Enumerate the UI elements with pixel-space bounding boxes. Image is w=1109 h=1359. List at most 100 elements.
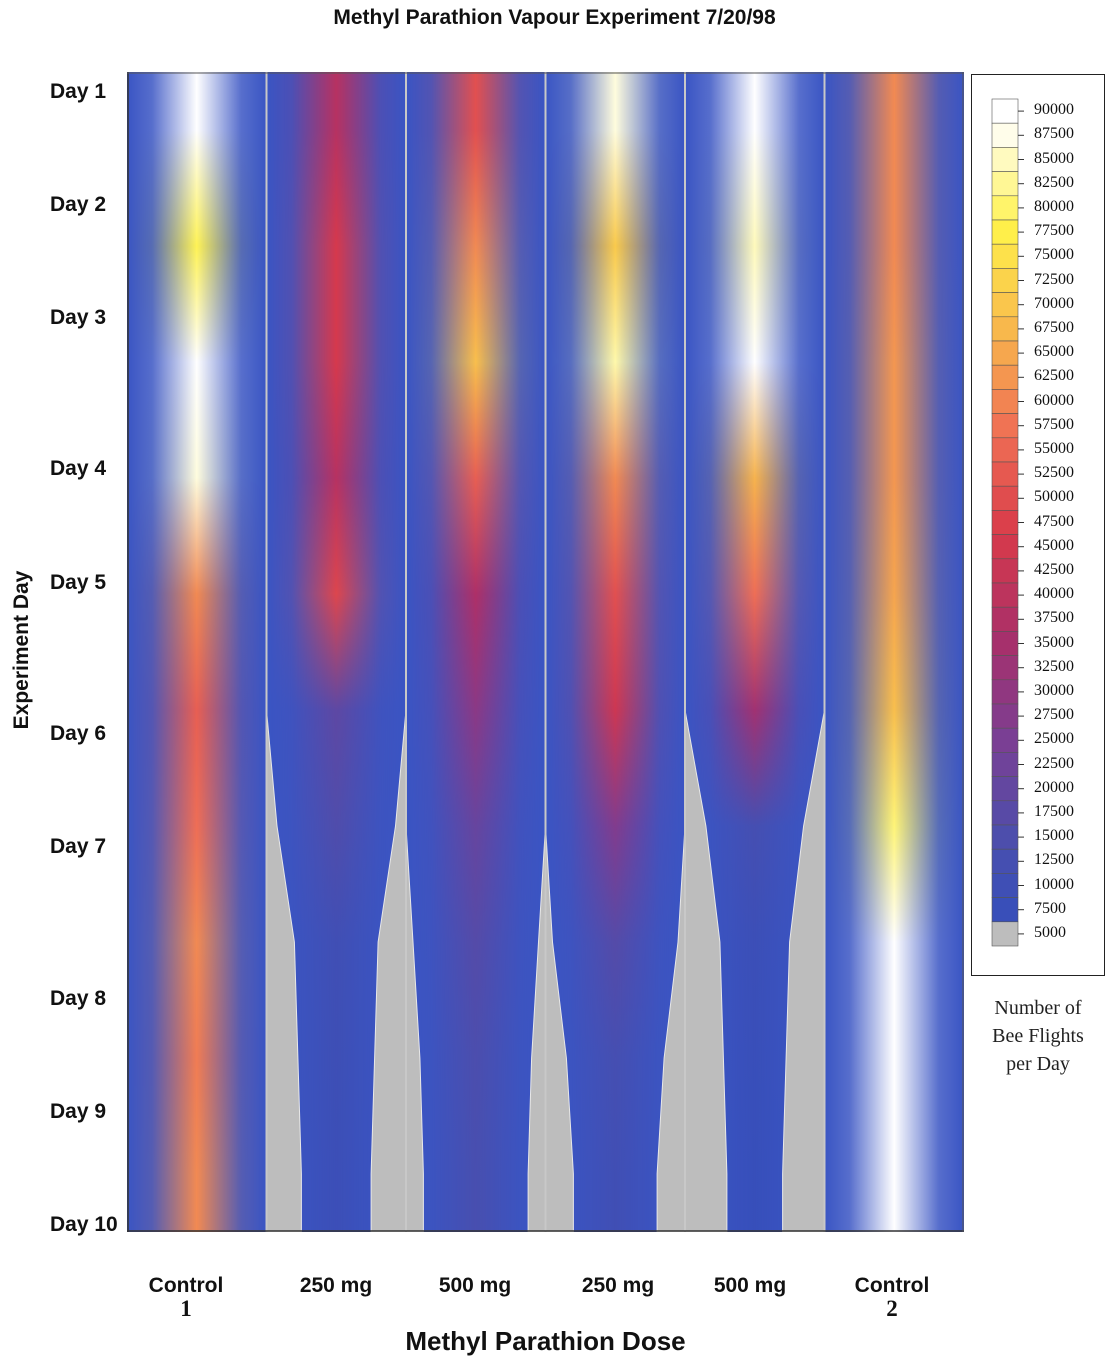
colorbar-swatch-10000 xyxy=(991,873,1019,898)
heatmap-cell-r2-c4 xyxy=(546,188,686,304)
heatmap-band-col-3 xyxy=(406,72,546,1232)
heatmap-cell-r3-c2 xyxy=(267,304,407,420)
colorbar-swatch-77500 xyxy=(991,219,1019,245)
heatmap-svg xyxy=(127,72,965,1233)
colorbar-swatch-27500 xyxy=(991,703,1019,729)
colorbar-swatch-75000 xyxy=(991,243,1019,269)
heatmap-cell-r6-c1 xyxy=(127,652,267,768)
colorbar-label: 30000 xyxy=(1034,681,1074,699)
heatmap-cell-r7-c1 xyxy=(127,768,267,884)
heatmap-cell-r4-c3 xyxy=(406,420,546,536)
heatmap-cell-r3-c3 xyxy=(406,304,546,420)
colorbar-swatch-32500 xyxy=(991,655,1019,681)
heatmap-cell-r1-c1 xyxy=(127,72,267,188)
heatmap-band-col-6 xyxy=(824,72,964,1232)
colorbar-label: 82500 xyxy=(1034,173,1074,191)
heatmap-cell-r3-c6 xyxy=(825,304,965,420)
heatmap-cell-r6-c6 xyxy=(825,652,965,768)
colorbar-swatch-90000 xyxy=(991,98,1019,124)
colorbar-swatch-67500 xyxy=(991,316,1019,342)
colorbar-swatch-52500 xyxy=(991,461,1019,487)
x-cat-sub: 1 xyxy=(180,1296,192,1321)
colorbar-swatch-62500 xyxy=(991,364,1019,390)
colorbar-label: 60000 xyxy=(1034,391,1074,409)
heatmap-cell-r2-c1 xyxy=(127,188,267,304)
colorbar-swatch-7500 xyxy=(991,897,1019,923)
heatmap-cell-r5-c1 xyxy=(127,536,267,652)
colorbar-label: 80000 xyxy=(1034,197,1074,215)
colorbar-swatch-40000 xyxy=(991,582,1019,608)
x-cat-label: Control xyxy=(854,1274,930,1297)
heatmap-cell-r1-c2 xyxy=(267,72,407,188)
colorbar-swatch-25000 xyxy=(991,727,1019,753)
y-tick-day-1: Day 1 xyxy=(50,80,107,103)
colorbar-label: 35000 xyxy=(1034,633,1074,651)
heatmap-cell-r8-c1 xyxy=(127,884,267,1000)
heatmap-cell-r10-c1 xyxy=(127,1116,267,1232)
heatmap-plot xyxy=(127,72,965,1233)
colorbar-title: Number of Bee Flights per Day xyxy=(971,994,1105,1078)
colorbar-label: 47500 xyxy=(1034,512,1074,530)
colorbar-swatch-72500 xyxy=(991,268,1019,293)
x-cat-control-2: Control 2 xyxy=(832,1274,952,1320)
colorbar-label: 85000 xyxy=(1034,149,1074,167)
heatmap-band-col-1 xyxy=(127,72,267,1232)
colorbar-legend xyxy=(971,74,1105,976)
heatmap-cell-r9-c3 xyxy=(406,1000,546,1116)
heatmap-cell-r4-c1 xyxy=(127,420,267,536)
heatmap-cell-r2-c2 xyxy=(267,188,407,304)
colorbar-label: 20000 xyxy=(1034,778,1074,796)
colorbar-label: 57500 xyxy=(1034,415,1074,433)
heatmap-cell-r1-c6 xyxy=(825,72,965,188)
colorbar-label: 25000 xyxy=(1034,730,1074,748)
colorbar-label: 22500 xyxy=(1034,754,1074,772)
y-tick-day-3: Day 3 xyxy=(50,306,107,329)
colorbar-label: 55000 xyxy=(1034,439,1074,457)
colorbar-swatch-82500 xyxy=(991,171,1019,197)
heatmap-cell-r7-c3 xyxy=(406,768,546,884)
colorbar-label: 40000 xyxy=(1034,585,1074,603)
colorbar-swatch-85000 xyxy=(991,147,1019,172)
colorbar-swatch-60000 xyxy=(991,389,1019,414)
colorbar-swatch-57500 xyxy=(991,413,1019,439)
colorbar-label: 67500 xyxy=(1034,318,1074,336)
y-axis-label: Experiment Day xyxy=(10,570,33,730)
colorbar-label: 17500 xyxy=(1034,802,1074,820)
heatmap-band-col-4 xyxy=(545,72,685,1232)
x-cat-label: 250 mg xyxy=(299,1274,373,1297)
colorbar-label: 62500 xyxy=(1034,367,1074,385)
colorbar-swatch-5000 xyxy=(991,921,1019,947)
y-tick-day-2: Day 2 xyxy=(50,193,107,216)
heatmap-cell-r3-c1 xyxy=(127,304,267,420)
colorbar-label: 72500 xyxy=(1034,270,1074,288)
heatmap-cell-r1-c5 xyxy=(685,72,825,188)
colorbar-label: 70000 xyxy=(1034,294,1074,312)
colorbar-swatch-45000 xyxy=(991,534,1019,560)
colorbar-label: 27500 xyxy=(1034,706,1074,724)
colorbar-label: 75000 xyxy=(1034,246,1074,264)
colorbar-swatch-50000 xyxy=(991,485,1019,511)
heatmap-cell-r6-c4 xyxy=(546,652,686,768)
heatmap-cell-r5-c4 xyxy=(546,536,686,652)
colorbar-swatch-20000 xyxy=(991,776,1019,802)
heatmap-cell-r4-c5 xyxy=(685,420,825,536)
colorbar-label: 52500 xyxy=(1034,464,1074,482)
colorbar-title-line: Bee Flights xyxy=(992,1025,1084,1047)
x-cat-label: 250 mg xyxy=(581,1274,655,1297)
colorbar-swatch-17500 xyxy=(991,800,1019,826)
colorbar-label: 77500 xyxy=(1034,222,1074,240)
colorbar-title-line: Number of xyxy=(994,997,1082,1019)
x-cat-500mg-b: 500 mg xyxy=(690,1274,810,1298)
heatmap-cell-r3-c5 xyxy=(685,304,825,420)
colorbar-label: 7500 xyxy=(1034,899,1066,917)
colorbar-swatch-12500 xyxy=(991,848,1019,874)
heatmap-cell-r6-c3 xyxy=(406,652,546,768)
heatmap-cell-r5-c5 xyxy=(685,536,825,652)
colorbar-swatch-22500 xyxy=(991,752,1019,777)
colorbar-label: 42500 xyxy=(1034,560,1074,578)
colorbar-swatch-42500 xyxy=(991,558,1019,584)
colorbar-label: 5000 xyxy=(1034,923,1066,941)
heatmap-cell-r6-c2 xyxy=(267,652,407,768)
y-tick-day-10: Day 10 xyxy=(50,1213,118,1236)
colorbar-swatch-65000 xyxy=(991,340,1019,366)
